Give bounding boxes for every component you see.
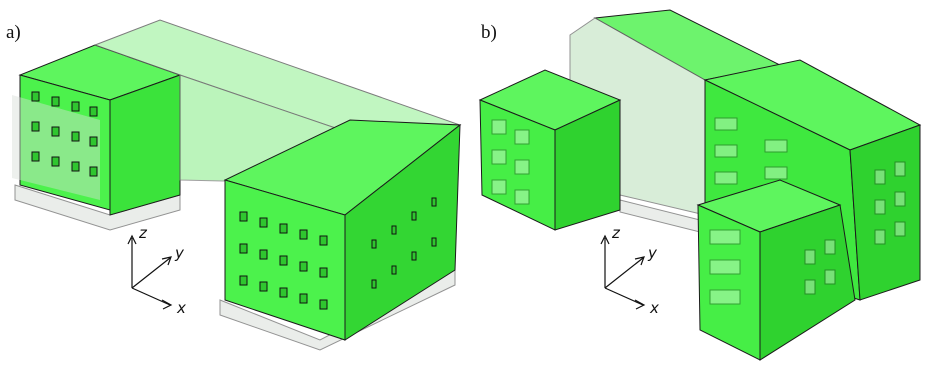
panel-a-building-model: z y x [12, 19, 462, 351]
axis-z-label-b: z [611, 224, 621, 242]
front-block-front [697, 204, 761, 361]
panel-b-building-model: z y x [478, 9, 922, 361]
axis-x-label-b: x [649, 299, 659, 317]
panel-b-left-block [478, 69, 622, 231]
axis-triad-icon [127, 234, 173, 310]
panel-a: a) [6, 19, 462, 351]
panel-a-label: a) [6, 22, 21, 43]
front-block-side [759, 204, 856, 361]
panel-b-label: b) [481, 22, 497, 43]
left-block-side [554, 99, 621, 231]
panel-b-front-block [696, 179, 856, 361]
left-wing-side [109, 74, 181, 216]
panel-b-windows [491, 117, 906, 305]
axis-triad-icon-b [600, 234, 646, 310]
panel-a-left-wing [12, 44, 182, 216]
axis-z-label: z [138, 224, 148, 242]
axis-y-label-b: y [647, 244, 658, 262]
panel-b: b) [470, 0, 935, 369]
panel-a-windows [31, 91, 437, 310]
axis-x-label: x [176, 299, 186, 317]
axis-y-label: y [174, 244, 185, 262]
